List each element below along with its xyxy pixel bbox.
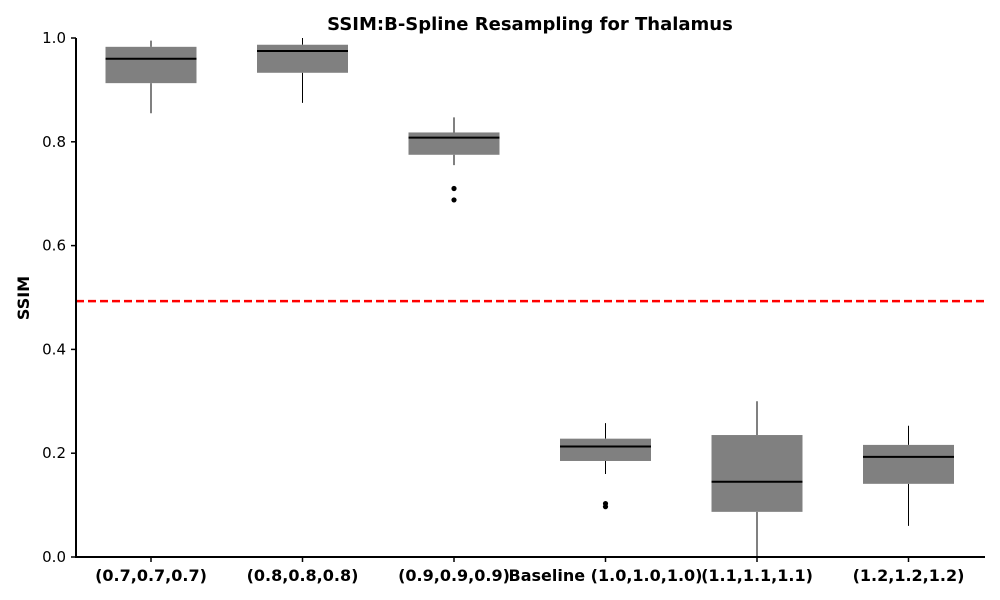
y-tick-label: 1.0 xyxy=(42,29,66,47)
x-tick-label: (0.7,0.7,0.7) xyxy=(95,566,207,585)
outlier-point xyxy=(451,197,457,203)
box-iqr xyxy=(711,435,803,512)
box-iqr xyxy=(408,132,500,155)
x-tick-label: (1.1,1.1,1.1) xyxy=(701,566,813,585)
x-tick-label: Baseline (1.0,1.0,1.0) xyxy=(509,566,703,585)
y-tick-label: 0.0 xyxy=(42,548,66,566)
plot-area: 0.0 0.2 0.4 0.6 0.8 1.0 (0.7,0.7,0.7) (0.8,0.8,… xyxy=(42,29,985,585)
y-axis-label: SSIM xyxy=(14,276,33,320)
outlier-point xyxy=(451,185,457,192)
y-tick-label: 0.6 xyxy=(42,237,66,255)
box-iqr xyxy=(257,44,348,73)
x-tick-label: (0.9,0.9,0.9) xyxy=(398,566,510,585)
x-tick-label: (1.2,1.2,1.2) xyxy=(853,566,965,585)
box-iqr xyxy=(560,438,651,461)
y-tick-label: 0.2 xyxy=(42,444,66,462)
box-iqr xyxy=(105,46,197,84)
box-iqr xyxy=(863,444,954,484)
chart-title: SSIM:B-Spline Resampling for Thalamus xyxy=(327,14,733,35)
y-tick-label: 0.8 xyxy=(42,133,66,151)
outlier-point xyxy=(602,504,609,510)
y-tick-label: 0.4 xyxy=(42,340,66,358)
x-tick-label: (0.8,0.8,0.8) xyxy=(247,566,359,585)
